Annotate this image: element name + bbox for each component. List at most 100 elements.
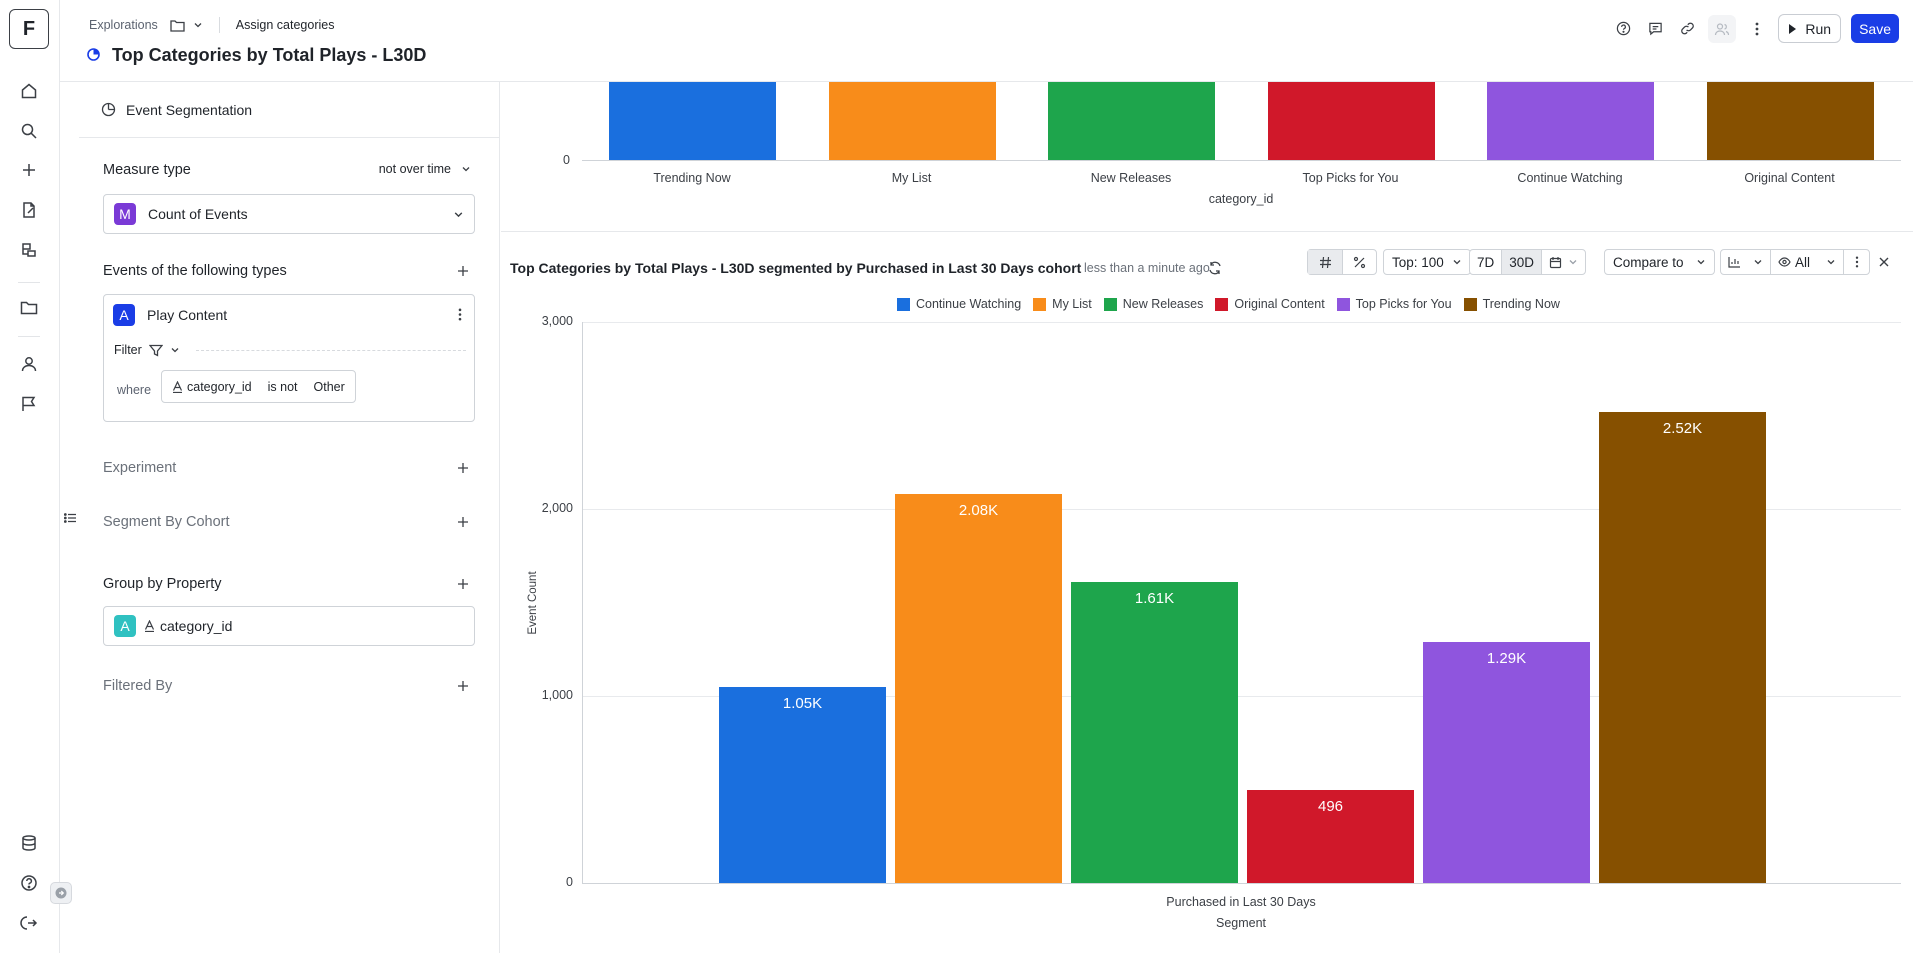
save-button[interactable]: Save [1851,14,1899,43]
range-30d-button[interactable]: 30D [1501,250,1542,274]
page-title[interactable]: Top Categories by Total Plays - L30D [112,45,427,65]
filter-toggle[interactable]: Filter [114,343,180,357]
legend-item[interactable]: Original Content [1215,297,1325,311]
top-chart-tick-label: Trending Now [653,171,731,185]
compare-to-select[interactable]: Compare to [1604,249,1715,275]
chart-title[interactable]: Top Categories by Total Plays - L30D seg… [510,260,1082,276]
close-icon[interactable] [1878,256,1890,268]
edit-document-icon[interactable] [17,198,41,222]
top-n-select[interactable]: Top: 100 [1383,249,1471,275]
group-value: category_id [160,618,233,634]
add-cohort-icon[interactable] [457,516,471,530]
legend-item[interactable]: Continue Watching [897,297,1021,311]
measure-mode-value: not over time [378,162,451,176]
legend-item[interactable]: Top Picks for You [1336,297,1452,311]
add-group-icon[interactable] [457,578,471,592]
chart-legend: Continue Watching My List New Releases Orig… [897,297,1560,311]
legend-swatch [1103,297,1117,311]
assign-categories-link[interactable]: Assign categories [235,18,335,32]
chevron-down-icon [1452,257,1462,267]
chart-bar[interactable] [1247,790,1414,883]
top-chart-bar[interactable] [1706,82,1874,160]
chart-bar[interactable] [895,494,1062,883]
add-event-icon[interactable] [457,265,471,279]
measure-mode-select[interactable]: not over time [379,162,471,176]
share-users-icon[interactable] [1708,14,1737,43]
plus-icon[interactable] [17,158,41,182]
gridline [582,322,1901,323]
range-7d-button[interactable]: 7D [1477,254,1495,270]
help-icon[interactable] [17,871,41,895]
top-chart-bar[interactable] [1267,82,1435,160]
y-tick-label: 0 [566,875,573,889]
date-range-toggle: 7D 30D [1469,249,1587,275]
group-by-property[interactable]: A category_id [103,606,475,646]
legend-swatch [1463,297,1477,311]
updated-time: less than a minute ago [1084,261,1210,275]
breadcrumb-divider [218,17,220,33]
folder-icon[interactable] [170,19,185,32]
rail-divider [18,336,40,337]
link-icon[interactable] [1676,18,1698,40]
run-button[interactable]: Run [1778,14,1842,43]
list-icon[interactable] [64,512,76,524]
experiments-icon[interactable] [17,238,41,262]
user-icon[interactable] [17,352,41,376]
chart-bar[interactable] [1423,641,1590,883]
chevron-down-icon [1753,257,1763,267]
add-filter-icon[interactable] [457,680,471,694]
folder-icon[interactable] [17,296,41,320]
top-chart-bar[interactable] [828,82,996,160]
more-vertical-icon[interactable] [458,308,462,321]
legend-label: New Releases [1122,297,1204,311]
chart-bar[interactable] [1599,411,1766,883]
legend-item[interactable]: Trending Now [1463,297,1560,311]
chart-bar[interactable] [719,686,886,883]
home-icon[interactable] [17,79,41,103]
more-vertical-icon[interactable] [1843,250,1869,274]
breadcrumb-explorations[interactable]: Explorations [89,18,158,32]
top-chart-bar[interactable] [1048,82,1215,160]
expand-arrow-icon[interactable] [50,882,72,904]
logout-icon[interactable] [17,911,41,935]
top-x-axis-title: category_id [1208,192,1274,206]
chevron-down-icon[interactable] [193,20,203,30]
bar-data-label: 2.52K [1662,419,1703,437]
chevron-down-icon [170,345,180,355]
bar-data-label: 1.61K [1134,589,1175,607]
measure-value: Count of Events [148,206,248,222]
chevron-down-icon [1826,257,1836,267]
top-chart-bar[interactable] [609,82,776,160]
percent-view-icon[interactable] [1342,250,1376,274]
visibility-select[interactable]: All [1770,250,1843,274]
bar-chart-icon [1728,256,1741,268]
chart-type-select[interactable] [1721,250,1770,274]
legend-item[interactable]: New Releases [1103,297,1204,311]
more-vertical-icon[interactable] [1746,18,1768,40]
event-row[interactable]: A Play Content [113,304,227,326]
number-view-icon[interactable] [1308,250,1342,274]
legend-item[interactable]: My List [1033,297,1092,311]
comment-icon[interactable] [1644,18,1666,40]
top-chart-tick-label: Continue Watching [1517,171,1623,185]
filter-condition[interactable]: category_id is not Other [161,370,356,403]
search-icon[interactable] [17,119,41,143]
eye-icon [1778,257,1791,267]
app-logo[interactable]: F [9,9,49,49]
legend-label: Original Content [1234,297,1325,311]
top-chart-bar[interactable] [1487,82,1654,160]
database-icon[interactable] [17,831,41,855]
add-experiment-icon[interactable] [457,462,471,476]
measure-select[interactable]: M Count of Events [103,194,475,234]
segment-cohort-label: Segment By Cohort [103,514,230,530]
chart-bar[interactable] [1071,581,1238,883]
event-badge: A [113,304,135,326]
segmentation-icon [87,48,100,61]
help-icon[interactable] [1612,18,1634,40]
flag-icon[interactable] [17,392,41,416]
date-picker[interactable] [1541,250,1585,274]
gridline [582,509,1901,510]
refresh-icon[interactable] [1207,260,1223,276]
legend-label: Trending Now [1482,297,1560,311]
filter-label: Filter [114,343,142,357]
